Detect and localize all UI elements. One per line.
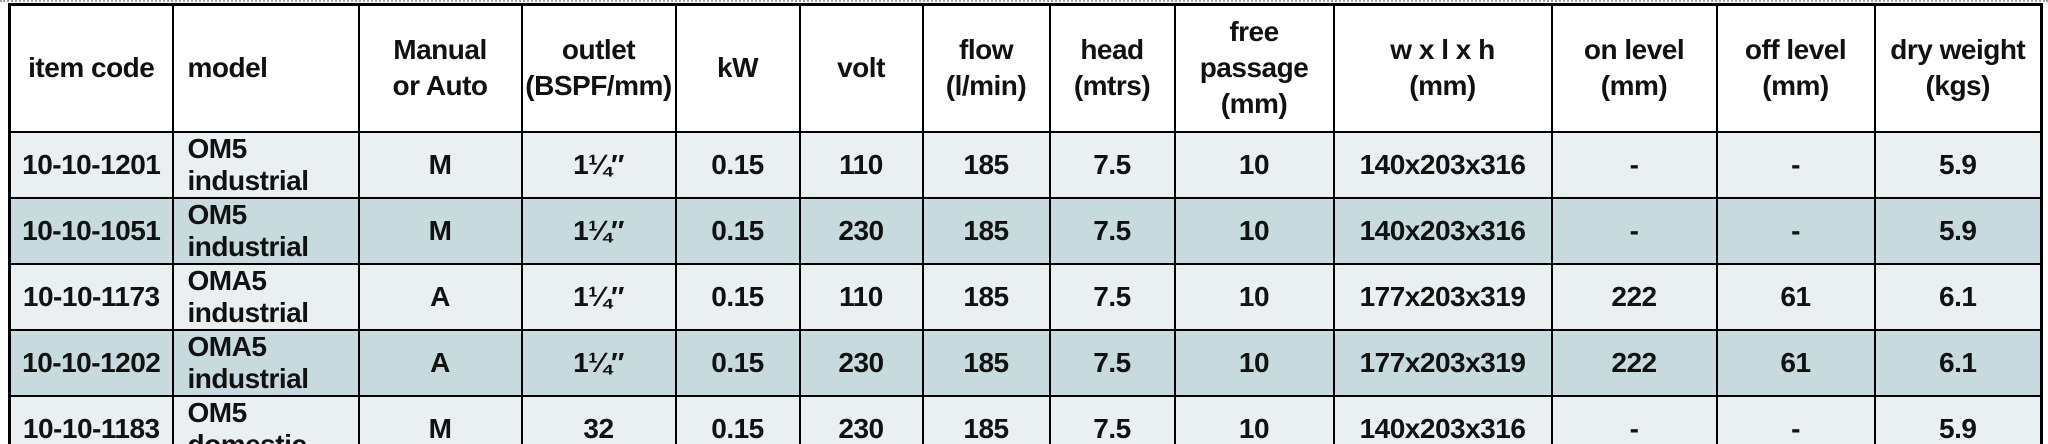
cell-head: 7.5	[1048, 394, 1176, 444]
cell-off-level: 61	[1715, 262, 1876, 331]
pump-spec-table: item code model Manual or Auto outlet (B…	[8, 3, 2043, 444]
cell-on-level: -	[1550, 130, 1718, 199]
cell-manual-or-auto: M	[357, 394, 523, 444]
cell-head: 7.5	[1048, 196, 1176, 265]
cell-off-level: -	[1715, 130, 1876, 199]
cell-head: 7.5	[1048, 262, 1176, 331]
cell-off-level: -	[1715, 196, 1876, 265]
table-row: 10-10-1183 OM5 domestic M 32 0.15 230 18…	[8, 394, 2043, 444]
page-edge-dotted-line	[0, 0, 2048, 2]
cell-dry-weight: 6.1	[1873, 262, 2043, 331]
cell-on-level: 222	[1550, 262, 1718, 331]
cell-dry-weight: 5.9	[1873, 196, 2043, 265]
cell-dimensions: 140x203x316	[1332, 196, 1553, 265]
cell-kw: 0.15	[674, 328, 801, 397]
cell-item-code: 10-10-1202	[8, 328, 174, 397]
cell-head: 7.5	[1048, 328, 1176, 397]
cell-head: 7.5	[1048, 130, 1176, 199]
table-row: 10-10-1173 OMA5 industrial A 1¼″ 0.15 11…	[8, 262, 2043, 331]
header-dry-weight: dry weight (kgs)	[1873, 3, 2043, 133]
header-dimensions: w x l x h (mm)	[1332, 3, 1553, 133]
cell-on-level: 222	[1550, 328, 1718, 397]
header-on-level: on level (mm)	[1550, 3, 1718, 133]
cell-flow: 185	[921, 130, 1051, 199]
cell-dry-weight: 5.9	[1873, 394, 2043, 444]
header-flow: flow (l/min)	[921, 3, 1051, 133]
cell-off-level: 61	[1715, 328, 1876, 397]
cell-kw: 0.15	[674, 394, 801, 444]
cell-outlet: 1¼″	[520, 328, 677, 397]
header-off-level: off level (mm)	[1715, 3, 1876, 133]
cell-outlet: 1¼″	[520, 130, 677, 199]
header-item-code: item code	[8, 3, 174, 133]
table-row: 10-10-1202 OMA5 industrial A 1¼″ 0.15 23…	[8, 328, 2043, 397]
cell-dimensions: 140x203x316	[1332, 394, 1553, 444]
header-free-passage: free passage (mm)	[1173, 3, 1335, 133]
header-kw: kW	[674, 3, 801, 133]
cell-manual-or-auto: A	[357, 328, 523, 397]
cell-dry-weight: 5.9	[1873, 130, 2043, 199]
cell-flow: 185	[921, 328, 1051, 397]
cell-outlet: 1¼″	[520, 262, 677, 331]
cell-volt: 110	[798, 262, 924, 331]
cell-kw: 0.15	[674, 262, 801, 331]
cell-volt: 230	[798, 196, 924, 265]
cell-item-code: 10-10-1173	[8, 262, 174, 331]
cell-volt: 230	[798, 328, 924, 397]
header-volt: volt	[798, 3, 924, 133]
cell-item-code: 10-10-1201	[8, 130, 174, 199]
cell-kw: 0.15	[674, 196, 801, 265]
header-head: head (mtrs)	[1048, 3, 1176, 133]
cell-free-passage: 10	[1173, 262, 1335, 331]
cell-dimensions: 140x203x316	[1332, 130, 1553, 199]
table-row: 10-10-1051 OM5 industrial M 1¼″ 0.15 230…	[8, 196, 2043, 265]
table-header: item code model Manual or Auto outlet (B…	[8, 3, 2043, 133]
table-row: 10-10-1201 OM5 industrial M 1¼″ 0.15 110…	[8, 130, 2043, 199]
cell-model: OMA5 industrial	[171, 328, 360, 397]
cell-model: OM5 industrial	[171, 130, 360, 199]
cell-model: OM5 industrial	[171, 196, 360, 265]
cell-flow: 185	[921, 196, 1051, 265]
cell-volt: 110	[798, 130, 924, 199]
cell-item-code: 10-10-1183	[8, 394, 174, 444]
table-body: 10-10-1201 OM5 industrial M 1¼″ 0.15 110…	[8, 130, 2043, 444]
cell-free-passage: 10	[1173, 394, 1335, 444]
cell-item-code: 10-10-1051	[8, 196, 174, 265]
cell-model: OM5 domestic	[171, 394, 360, 444]
cell-on-level: -	[1550, 394, 1718, 444]
cell-outlet: 32	[520, 394, 677, 444]
cell-free-passage: 10	[1173, 328, 1335, 397]
cell-free-passage: 10	[1173, 130, 1335, 199]
cell-manual-or-auto: M	[357, 196, 523, 265]
cell-dry-weight: 6.1	[1873, 328, 2043, 397]
cell-outlet: 1¼″	[520, 196, 677, 265]
cell-flow: 185	[921, 394, 1051, 444]
cell-free-passage: 10	[1173, 196, 1335, 265]
header-model: model	[171, 3, 360, 133]
cell-dimensions: 177x203x319	[1332, 328, 1553, 397]
cell-dimensions: 177x203x319	[1332, 262, 1553, 331]
cell-flow: 185	[921, 262, 1051, 331]
header-outlet: outlet (BSPF/mm)	[520, 3, 677, 133]
header-row: item code model Manual or Auto outlet (B…	[8, 3, 2043, 133]
cell-model: OMA5 industrial	[171, 262, 360, 331]
cell-manual-or-auto: A	[357, 262, 523, 331]
cell-manual-or-auto: M	[357, 130, 523, 199]
cell-kw: 0.15	[674, 130, 801, 199]
header-manual-or-auto: Manual or Auto	[357, 3, 523, 133]
cell-on-level: -	[1550, 196, 1718, 265]
cell-off-level: -	[1715, 394, 1876, 444]
cell-volt: 230	[798, 394, 924, 444]
